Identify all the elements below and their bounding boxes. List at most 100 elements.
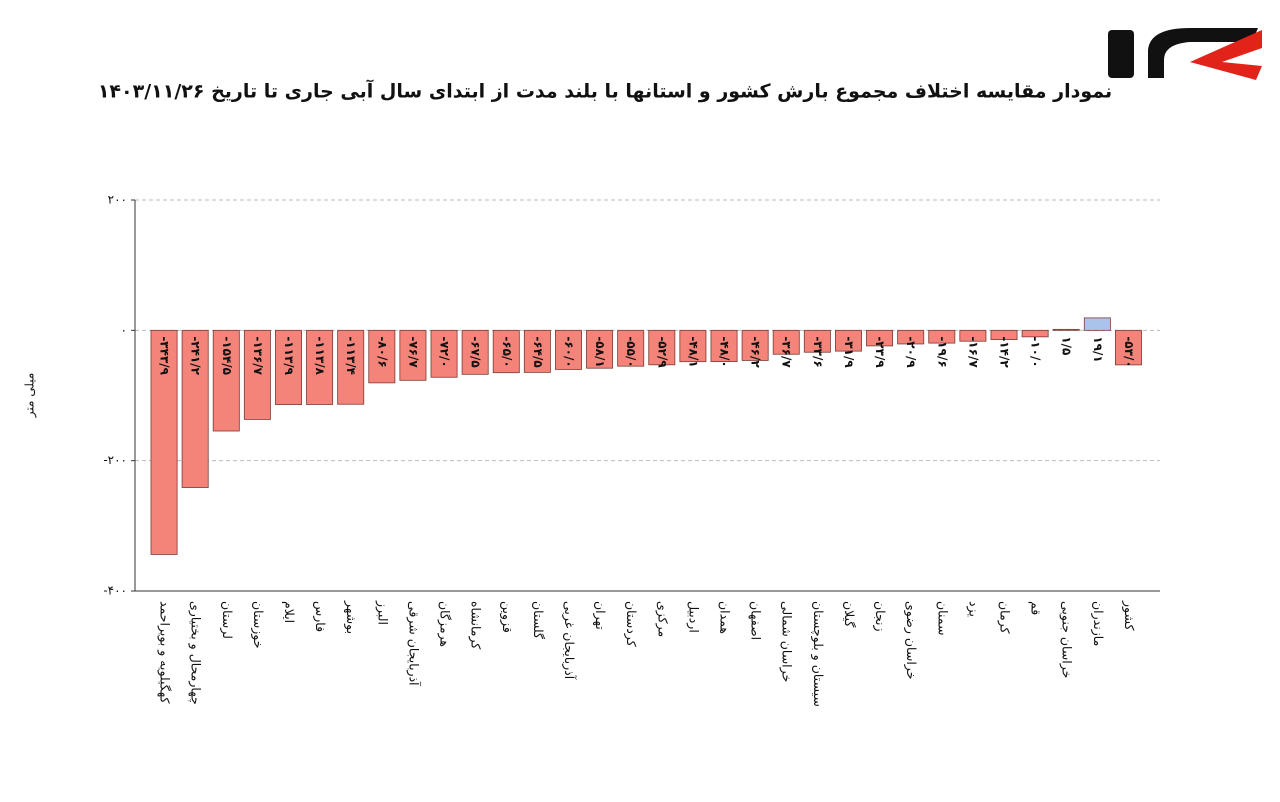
bar (834, 329, 862, 352)
data-label: -۱۱۳/۹ (282, 336, 296, 375)
data-label: -۲۳/۹ (873, 336, 887, 368)
x-tick-label: تهران (592, 601, 608, 630)
bar (772, 329, 800, 355)
y-tick-label: -۲۰۰ (103, 453, 127, 467)
logo-shape (1108, 30, 1134, 78)
x-tick-label: خراسان جنوبی (1059, 601, 1075, 678)
chart-title: نمودار مقایسه اختلاف مجموع بارش کشور و ا… (98, 79, 1112, 103)
bar (181, 329, 209, 488)
bar (1021, 329, 1049, 338)
data-label: -۲۰/۹ (904, 336, 918, 368)
x-tick-label: زنجان (872, 601, 888, 632)
x-tick-label: آذربایجان غربی (561, 601, 577, 680)
x-tick-label: خراسان رضوی (903, 601, 919, 679)
data-label: -۱۶/۷ (966, 336, 980, 368)
data-label: -۶۰/۰ (562, 336, 576, 367)
bar (928, 329, 956, 344)
x-tick-label: یزد (965, 601, 981, 617)
data-label: ۱۹/۱ (1091, 336, 1105, 362)
bar (150, 329, 178, 555)
x-tick-label: مرکزی (654, 601, 670, 637)
bar (959, 329, 987, 342)
x-tick-label: لرستان (219, 601, 235, 639)
bar (306, 329, 334, 405)
data-label: -۳۱/۹ (842, 336, 856, 368)
x-tick-label: قزوین (499, 601, 515, 633)
y-tick-label: ۲۰۰ (108, 193, 127, 207)
x-tick-label: خوزستان (250, 601, 266, 648)
data-label: ۱/۵ (1060, 336, 1074, 355)
x-tick-label: قم (1028, 601, 1044, 615)
x-tick-label: بوشهر (343, 600, 359, 634)
bar (337, 329, 365, 405)
y-axis-label: میلی متر (23, 373, 38, 419)
x-tick-label: آذربایجان شرقی (405, 601, 421, 686)
data-label: -۷۶/۷ (406, 336, 420, 368)
bar (648, 329, 676, 366)
bar (212, 329, 240, 432)
x-tick-label: ایلام (282, 601, 297, 623)
bar (430, 329, 458, 378)
data-label: -۶۴/۵ (531, 336, 545, 367)
x-tick-label: فارس (312, 601, 328, 632)
data-label: -۳۴۳/۹ (158, 336, 172, 375)
bar (679, 329, 707, 363)
data-label: -۳۳/۶ (811, 336, 825, 367)
bar (617, 329, 645, 367)
bar (523, 329, 551, 373)
x-tick-label: کردستان (623, 601, 639, 647)
data-label: -۴۶/۲ (749, 336, 763, 368)
x-tick-label: اردبیل (685, 601, 701, 633)
x-tick-label: هرمزگان (437, 601, 453, 647)
data-label: -۲۴۱/۲ (189, 336, 203, 375)
bar (399, 329, 427, 381)
bar (555, 329, 582, 370)
bar (897, 329, 925, 345)
bar (461, 329, 489, 375)
data-label: -۴۸/۱ (686, 336, 700, 367)
logo (1108, 28, 1262, 80)
x-tick-label: کهگیلویه و بویراحمد (157, 601, 173, 703)
bar (243, 329, 271, 420)
data-label: -۵۸/۱ (593, 336, 607, 367)
data-label: -۳۶/۷ (780, 336, 794, 368)
bar (866, 329, 894, 347)
x-tick-label: سمنان (935, 601, 950, 635)
bar (990, 329, 1018, 340)
bar (586, 329, 614, 369)
data-label: -۱۰/۰ (1029, 336, 1043, 367)
bar (1114, 329, 1142, 366)
x-tick-label: همدان (718, 601, 733, 634)
logo-shape (1190, 30, 1262, 80)
bar (1052, 328, 1080, 331)
data-label: -۴۸/۰ (718, 336, 732, 367)
data-label: -۶۵/۰ (500, 336, 514, 367)
bar (803, 329, 831, 353)
bar (492, 329, 520, 374)
bar (741, 329, 769, 361)
data-label: -۶۷/۵ (469, 336, 483, 367)
x-tick-label: چهارمحال و بختیاری (188, 601, 204, 705)
data-label: -۷۲/۰ (438, 336, 452, 367)
data-label: -۱۱۳/۸ (313, 336, 327, 375)
x-tick-label: خراسان شمالی (779, 601, 795, 682)
bar (368, 329, 396, 384)
data-label: -۵۵/۰ (624, 336, 638, 367)
data-label: -۱۴/۲ (998, 336, 1012, 368)
bar (710, 329, 738, 363)
bar (1083, 317, 1111, 331)
x-tick-label: کرمان (997, 601, 1013, 634)
data-label: -۱۳۶/۷ (251, 336, 265, 375)
x-tick-label: مازندران (1090, 601, 1106, 646)
data-label: -۱۹/۶ (935, 336, 949, 367)
bar (275, 329, 302, 405)
y-tick-label: -۴۰۰ (103, 584, 127, 598)
data-label: -۵۲/۹ (655, 336, 669, 368)
logo-shape (1148, 28, 1258, 78)
x-tick-label: البرز (374, 600, 390, 625)
x-tick-label: اصفهان (748, 601, 764, 640)
y-tick-label: ۰ (121, 323, 127, 337)
x-tick-label: کشور (1121, 600, 1137, 631)
